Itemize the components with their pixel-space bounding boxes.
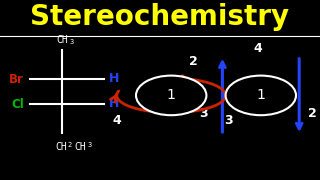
Text: 3: 3 [199,107,207,120]
Text: 2: 2 [68,142,72,148]
Text: 3: 3 [225,114,233,127]
Text: 1: 1 [167,88,176,102]
Circle shape [226,76,296,115]
Text: CH: CH [55,142,67,152]
Text: CH: CH [57,35,68,45]
Text: 3: 3 [88,142,92,148]
Text: CH: CH [74,142,86,152]
Text: 3: 3 [69,39,74,45]
Circle shape [136,76,206,115]
Text: 2: 2 [308,107,316,120]
Text: 1: 1 [256,88,265,102]
Text: Br: Br [9,73,24,86]
Text: Cl: Cl [11,98,24,111]
Text: H: H [109,97,119,110]
Text: 4: 4 [253,42,262,55]
Text: 2: 2 [189,55,198,68]
Text: 4: 4 [112,114,121,127]
Text: Stereochemistry: Stereochemistry [30,3,290,31]
Text: H: H [109,72,119,85]
